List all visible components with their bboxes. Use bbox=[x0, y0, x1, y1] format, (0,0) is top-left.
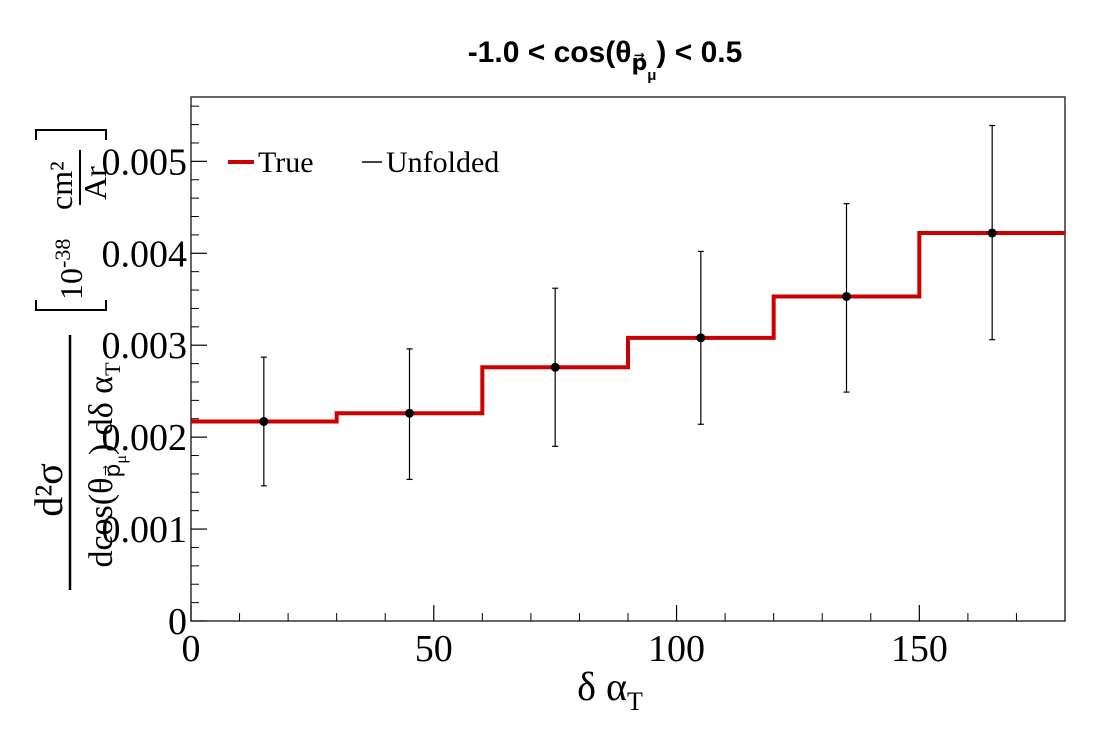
y-label-unit-exp: -38 bbox=[50, 239, 75, 268]
x-axis-label: δ αT bbox=[577, 664, 643, 716]
legend-true-label: True bbox=[258, 146, 314, 179]
x-axis-label-main: δ α bbox=[577, 664, 627, 709]
y-label-bracket bbox=[35, 300, 107, 311]
unfolded-point bbox=[550, 362, 560, 372]
unfolded-point bbox=[405, 408, 414, 418]
y-tick-label: 0 bbox=[168, 601, 187, 643]
x-axis-label-sub: T bbox=[627, 687, 643, 716]
unfolded-point bbox=[259, 417, 269, 427]
title-end: ) < 0.5 bbox=[656, 36, 742, 69]
y-tick-label: 0.005 bbox=[102, 141, 188, 183]
y-label-unit-den: Ar bbox=[77, 166, 113, 200]
legend-unfolded-label: Unfolded bbox=[386, 146, 499, 179]
unfolded-point bbox=[987, 228, 997, 238]
y-axis-label: d²σ dcos(θp⃗μ) dδ αT 10-38 cm² Ar bbox=[26, 129, 130, 590]
unfolded-point bbox=[842, 291, 851, 301]
true-step-line bbox=[191, 231, 1065, 424]
unfolded-points bbox=[259, 228, 997, 427]
y-tick-label: 0.004 bbox=[102, 233, 188, 275]
y-label-denominator-sub: p⃗ bbox=[100, 464, 125, 478]
y-label-bracket-top bbox=[35, 129, 107, 140]
y-tick-label: 0.001 bbox=[102, 509, 188, 551]
x-tick-label: 50 bbox=[415, 628, 453, 670]
y-tick-label: 0.002 bbox=[102, 417, 188, 459]
x-tick-label: 0 bbox=[182, 628, 201, 670]
legend: True Unfolded bbox=[228, 146, 499, 179]
unfolded-errorbars bbox=[260, 124, 996, 487]
title-main: -1.0 < cos(θ bbox=[468, 36, 632, 69]
x-axis-ticks: 0 50 100 150 bbox=[182, 605, 1066, 670]
title-sub: p⃗ bbox=[631, 50, 647, 75]
y-label-denominator-b: ) dδ α bbox=[83, 376, 120, 455]
y-axis-ticks: 0 0.001 0.002 0.003 0.004 0.005 bbox=[102, 105, 207, 643]
y-label-units: 10-38 bbox=[50, 239, 89, 300]
y-label-unit-num: cm² bbox=[43, 161, 79, 210]
y-tick-label: 0.003 bbox=[102, 325, 188, 367]
y-label-numerator: d²σ bbox=[26, 463, 71, 517]
y-label-denominator-b-sub: T bbox=[100, 362, 125, 376]
x-tick-label: 150 bbox=[891, 628, 948, 670]
y-label-denominator-a: dcos(θ bbox=[83, 478, 120, 568]
y-label-denominator: dcos(θp⃗μ) dδ αT bbox=[83, 362, 130, 568]
unfolded-point bbox=[696, 333, 706, 343]
y-label-unit-prefix: 10 bbox=[53, 268, 89, 300]
true-histogram bbox=[191, 231, 1065, 424]
title-subsub: μ bbox=[647, 67, 656, 84]
x-tick-label: 100 bbox=[648, 628, 705, 670]
y-label-denominator-subsub: μ bbox=[113, 455, 130, 464]
chart-title: -1.0 < cos(θp⃗μ) < 0.5 bbox=[468, 36, 743, 84]
